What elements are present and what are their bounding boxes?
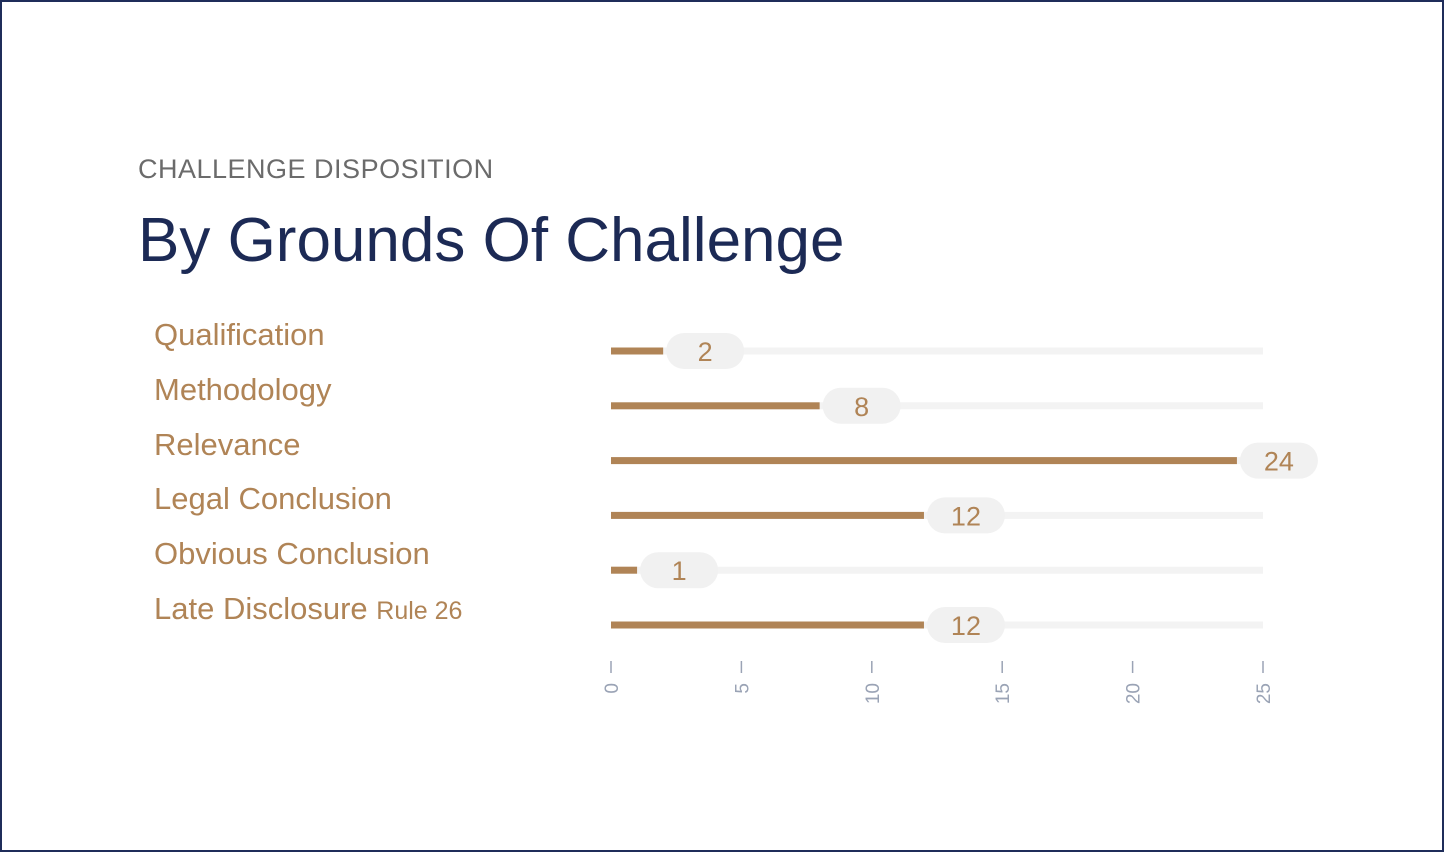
x-tick-label-15: 15: [993, 683, 1014, 704]
category-note: Rule 26: [376, 597, 463, 625]
value-pill-obvious-conclusion: [640, 552, 719, 589]
category-label-legal-conclusion: Legal Conclusion: [154, 483, 392, 514]
x-tick-label-0: 0: [602, 683, 623, 694]
value-pill-qualification: [666, 333, 745, 369]
bar-methodology: [611, 402, 820, 410]
value-label-methodology: 8: [854, 392, 869, 422]
category-name: Obvious Conclusion: [154, 536, 430, 572]
chart-title: By Grounds Of Challenge: [138, 206, 845, 275]
value-pill-methodology: [822, 387, 901, 424]
value-label-legal-conclusion: 12: [951, 501, 981, 531]
value-pill-relevance: [1239, 442, 1318, 479]
bar-obvious-conclusion: [611, 566, 638, 574]
chart-eyebrow: CHALLENGE DISPOSITION: [138, 154, 494, 184]
x-tick-label-5: 5: [732, 683, 753, 694]
category-label-methodology: Methodology: [154, 374, 332, 405]
bar-relevance: [611, 457, 1237, 465]
category-label-obvious-conclusion: Obvious Conclusion: [154, 538, 430, 569]
category-name: Methodology: [154, 371, 332, 407]
category-name: Qualification: [154, 317, 325, 352]
category-label-relevance: Relevance: [154, 429, 300, 460]
value-label-qualification: 2: [698, 337, 713, 367]
bar-late-disclosure: [611, 621, 924, 629]
value-label-obvious-conclusion: 1: [672, 556, 687, 586]
value-pill-late-disclosure: [926, 607, 1005, 643]
category-name: Relevance: [154, 426, 301, 462]
bar-track-qualification: [611, 347, 1263, 355]
x-tick-label-20: 20: [1124, 683, 1145, 704]
x-tick-label-25: 25: [1254, 683, 1275, 704]
bar-legal-conclusion: [611, 511, 924, 519]
category-name: Legal Conclusion: [154, 481, 392, 517]
bar-track-methodology: [611, 402, 1263, 410]
value-label-relevance: 24: [1264, 447, 1294, 477]
x-tick-label-10: 10: [863, 683, 884, 704]
value-label-late-disclosure: 12: [951, 611, 981, 641]
category-name: Late Disclosure: [154, 591, 368, 626]
category-label-late-disclosure: Late Disclosure Rule 26: [154, 593, 462, 624]
bar-track-obvious-conclusion: [611, 566, 1263, 574]
bar-qualification: [611, 347, 664, 355]
value-pill-legal-conclusion: [926, 497, 1005, 534]
category-label-qualification: Qualification: [154, 319, 325, 350]
